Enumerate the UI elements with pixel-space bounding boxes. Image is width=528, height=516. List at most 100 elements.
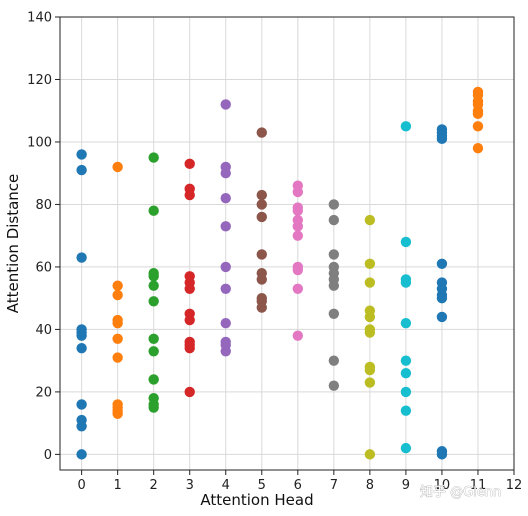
data-point [364, 449, 376, 460]
y-tick-label: 0 [44, 448, 52, 463]
data-point [364, 258, 376, 270]
data-point [184, 283, 195, 294]
data-point [112, 161, 123, 173]
data-point [292, 186, 304, 198]
x-tick-label: 0 [77, 478, 85, 493]
data-points [76, 86, 484, 460]
data-point [112, 333, 123, 344]
data-point [292, 264, 304, 276]
data-point [76, 342, 87, 354]
data-point [472, 108, 484, 120]
y-tick-label: 140 [27, 11, 52, 26]
data-point [328, 355, 340, 366]
data-point [292, 205, 304, 216]
data-point [184, 314, 195, 326]
data-point [364, 364, 376, 376]
data-point [256, 127, 267, 138]
x-tick-label: 7 [330, 478, 338, 493]
data-point [328, 214, 340, 226]
data-point [472, 121, 484, 132]
x-tick-label: 4 [222, 478, 230, 493]
data-point [328, 199, 340, 210]
data-point [220, 168, 231, 179]
x-tick-label: 8 [366, 478, 374, 493]
data-point [400, 386, 412, 398]
data-point [364, 327, 376, 338]
data-point [220, 193, 231, 204]
y-axis-title: Attention Distance [4, 174, 22, 314]
data-point [112, 408, 123, 419]
data-point [148, 296, 159, 307]
x-tick-label: 2 [150, 478, 158, 493]
y-tick-label: 120 [27, 73, 52, 88]
x-axis-title: Attention Head [200, 491, 313, 509]
data-point [220, 221, 231, 232]
data-point [364, 377, 376, 388]
data-point [436, 133, 448, 145]
data-point [328, 308, 340, 319]
data-point [148, 346, 159, 357]
data-point [256, 189, 267, 201]
data-point [472, 143, 484, 154]
y-tick-label: 80 [35, 198, 52, 213]
data-point [292, 283, 304, 294]
data-point [112, 352, 123, 363]
x-tick-label: 11 [470, 478, 487, 493]
data-point [148, 280, 159, 291]
data-point [184, 342, 195, 354]
x-tick-label: 3 [186, 478, 194, 493]
data-point [256, 249, 267, 260]
x-axis-ticks: 0 1 2 3 4 5 6 7 8 9 10 11 12 [77, 470, 522, 493]
data-point [400, 277, 412, 288]
data-point [400, 236, 412, 248]
y-tick-label: 40 [35, 323, 52, 338]
plot-frame [59, 16, 515, 471]
data-point [256, 302, 267, 313]
data-point [400, 355, 412, 366]
x-tick-label: 12 [506, 478, 523, 493]
y-tick-label: 20 [35, 385, 52, 400]
data-point [256, 199, 267, 210]
watermark-text: 知乎 @Glenn [420, 484, 501, 500]
data-point [328, 380, 340, 391]
data-point [148, 205, 159, 216]
data-point [256, 211, 267, 223]
grid-lines [60, 16, 515, 470]
data-point [364, 277, 376, 288]
x-tick-label: 1 [114, 478, 122, 493]
data-point [148, 333, 159, 344]
data-point [328, 280, 340, 291]
data-point [400, 317, 412, 329]
data-point [184, 386, 195, 398]
data-point [76, 421, 87, 432]
data-point [76, 164, 87, 176]
data-point [148, 402, 159, 413]
data-point [400, 367, 412, 379]
data-point [400, 405, 412, 416]
data-point [328, 249, 340, 260]
data-point [292, 330, 304, 341]
data-point [436, 311, 448, 323]
x-tick-label: 6 [294, 478, 302, 493]
data-point [112, 280, 123, 291]
data-point [364, 214, 376, 226]
data-point [76, 149, 87, 160]
data-point [220, 317, 231, 329]
y-tick-label: 100 [27, 135, 52, 150]
y-axis-ticks: 0 20 40 60 80 100 120 140 [27, 11, 60, 463]
data-point [184, 158, 195, 170]
data-point [436, 449, 448, 460]
data-point [184, 189, 195, 201]
data-point [112, 317, 123, 329]
data-point [148, 152, 159, 163]
data-point [364, 311, 376, 323]
x-tick-label: 5 [258, 478, 266, 493]
data-point [76, 330, 87, 341]
x-tick-label: 10 [434, 478, 451, 493]
data-point [400, 121, 412, 132]
data-point [436, 292, 448, 304]
data-point [220, 261, 231, 273]
data-point [220, 99, 231, 110]
data-point [400, 442, 412, 454]
